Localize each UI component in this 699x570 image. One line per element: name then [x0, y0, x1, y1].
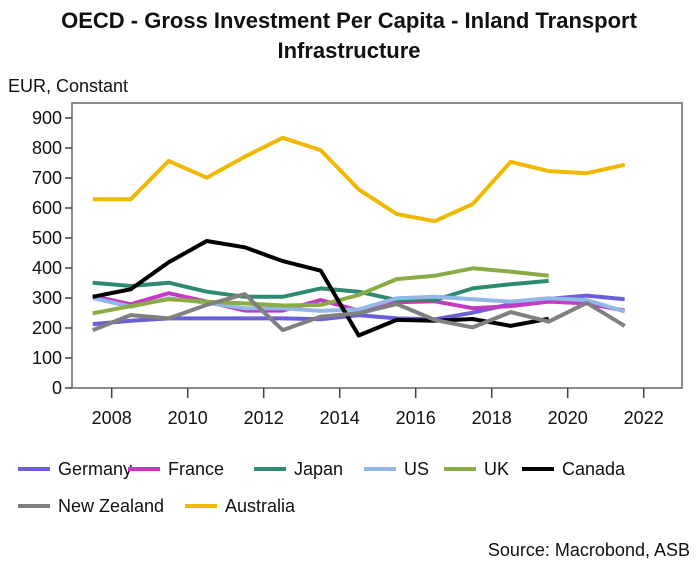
y-tick-label: 0: [52, 378, 62, 398]
y-tick-label: 700: [32, 168, 62, 188]
x-tick-label: 2014: [320, 408, 360, 428]
series-line-new-zealand: [91, 292, 626, 333]
legend-label: Australia: [225, 496, 296, 516]
series-line-japan: [92, 278, 549, 303]
x-tick-label: 2018: [472, 408, 512, 428]
legend-item-australia: Australia: [185, 496, 296, 516]
x-tick-label: 2008: [92, 408, 132, 428]
legend-item-uk: UK: [444, 459, 509, 479]
chart-title-line-2: Infrastructure: [277, 38, 420, 63]
y-tick-label: 800: [32, 138, 62, 158]
legend-item-canada: Canada: [522, 459, 626, 479]
legend-label: Canada: [562, 459, 626, 479]
series-line-canada: [92, 239, 550, 338]
x-tick-label: 2010: [168, 408, 208, 428]
y-tick-label: 400: [32, 258, 62, 278]
legend-label: US: [404, 459, 429, 479]
y-tick-label: 100: [32, 348, 62, 368]
axes: 0 100 200 300 400 500 600 700 800 900 2008 2010 2012…: [32, 102, 683, 428]
source-note: Source: Macrobond, ASB: [488, 540, 690, 560]
legend-label: New Zealand: [58, 496, 164, 516]
legend-label: Japan: [294, 459, 343, 479]
series-lines: [91, 135, 626, 338]
legend-label: France: [168, 459, 224, 479]
legend-item-germany: Germany: [18, 459, 132, 479]
chart-title-line-1: OECD - Gross Investment Per Capita - Inl…: [61, 8, 637, 33]
legend-label: Germany: [58, 459, 132, 479]
x-tick-label: 2016: [396, 408, 436, 428]
legend-item-france: France: [128, 459, 224, 479]
y-axis-label: EUR, Constant: [8, 76, 128, 96]
plot-frame: [71, 102, 683, 389]
y-tick-label: 900: [32, 108, 62, 128]
x-tick-label: 2012: [244, 408, 284, 428]
y-tick-label: 600: [32, 198, 62, 218]
legend: Germany France Japan US UK Canada New Zealand A…: [18, 459, 626, 516]
series-line-australia: [92, 135, 626, 224]
y-tick-label: 300: [32, 288, 62, 308]
legend-item-new-zealand: New Zealand: [18, 496, 164, 516]
legend-item-japan: Japan: [254, 459, 343, 479]
x-tick-label: 2022: [624, 408, 664, 428]
x-tick-label: 2020: [548, 408, 588, 428]
legend-item-us: US: [364, 459, 429, 479]
legend-label: UK: [484, 459, 509, 479]
y-tick-label: 200: [32, 318, 62, 338]
y-tick-label: 500: [32, 228, 62, 248]
series-line-uk: [92, 266, 549, 316]
